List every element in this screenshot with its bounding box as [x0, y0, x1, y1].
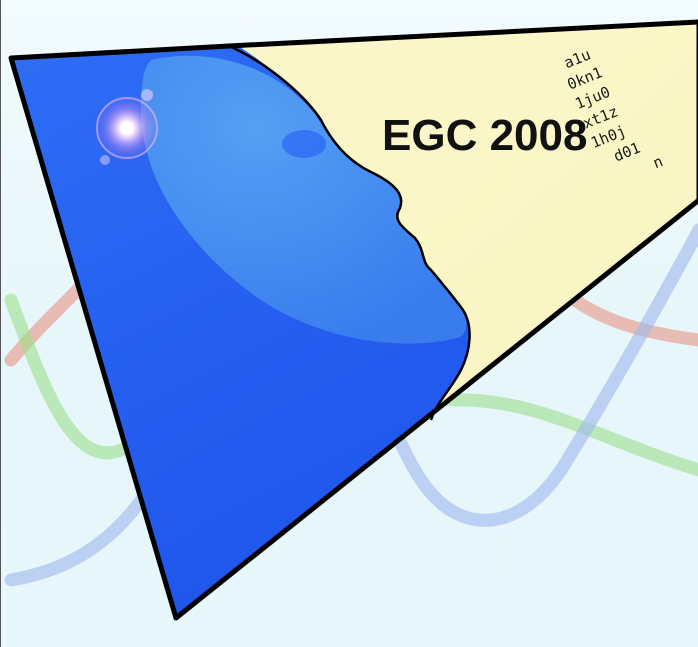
logo-title: EGC 2008 [382, 111, 587, 160]
face-profile-edge [228, 44, 471, 421]
lens-flare [93, 89, 161, 165]
ear-shape [282, 130, 326, 158]
panel-outline [8, 19, 698, 621]
